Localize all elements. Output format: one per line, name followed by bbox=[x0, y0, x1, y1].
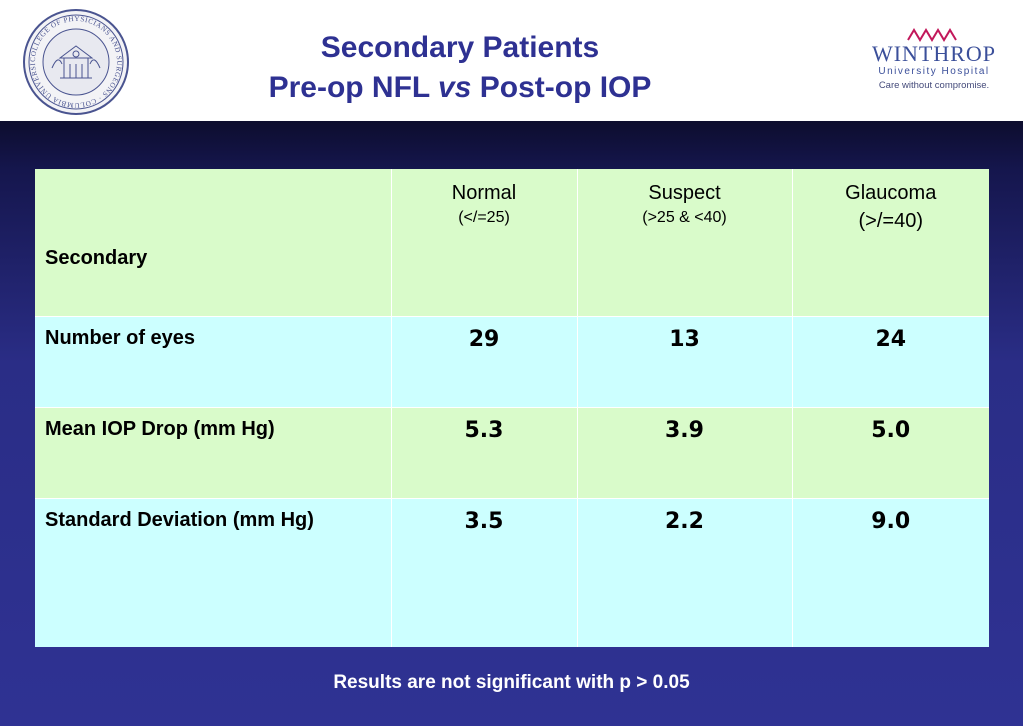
row-label: Standard Deviation (mm Hg) bbox=[45, 509, 314, 531]
value: 2.2 bbox=[665, 509, 704, 534]
row-label-cell: Mean IOP Drop (mm Hg) bbox=[35, 407, 392, 499]
title-vs: vs bbox=[438, 71, 472, 104]
row-label-cell: Number of eyes bbox=[35, 316, 392, 408]
column-header: Glaucoma (>/=40) bbox=[792, 169, 989, 317]
value-cell: 3.5 bbox=[391, 498, 578, 647]
column-name: Normal bbox=[451, 182, 517, 204]
value: 3.5 bbox=[464, 509, 504, 534]
slide-header: COLLEGE OF PHYSICIANS AND SURGEONS · COL… bbox=[0, 0, 1023, 121]
value-cell: 9.0 bbox=[792, 498, 989, 647]
corner-label: Secondary bbox=[45, 247, 148, 269]
logo-subtitle: University Hospital bbox=[878, 66, 990, 77]
value-cell: 5.0 bbox=[792, 407, 989, 499]
corner-cell: Secondary bbox=[35, 169, 392, 317]
table-row: Mean IOP Drop (mm Hg) 5.3 3.9 5.0 bbox=[35, 407, 989, 499]
row-label: Mean IOP Drop (mm Hg) bbox=[45, 418, 275, 440]
winthrop-logo: WINTHROP University Hospital Care withou… bbox=[868, 28, 1000, 94]
title-part-a: Pre-op NFL bbox=[268, 71, 439, 104]
logo-mark-icon bbox=[907, 28, 957, 42]
title-part-b: Post-op IOP bbox=[471, 71, 652, 104]
logo-name: WINTHROP bbox=[871, 41, 997, 66]
column-name: Suspect bbox=[648, 182, 721, 204]
title-line-1: Secondary Patients bbox=[320, 31, 600, 64]
results-table: Secondary Normal (</=25) Suspect (>25 & … bbox=[35, 169, 989, 647]
value: 13 bbox=[669, 327, 700, 352]
value-cell: 13 bbox=[577, 316, 793, 408]
logo-tagline: Care without compromise. bbox=[878, 80, 990, 91]
column-header: Suspect (>25 & <40) bbox=[577, 169, 793, 317]
value-cell: 24 bbox=[792, 316, 989, 408]
table-row: Number of eyes 29 13 24 bbox=[35, 316, 989, 408]
value-cell: 29 bbox=[391, 316, 578, 408]
value: 9.0 bbox=[871, 509, 911, 534]
value: 3.9 bbox=[665, 418, 704, 443]
column-name: Glaucoma bbox=[845, 182, 937, 204]
column-range: (</=25) bbox=[458, 209, 510, 226]
significance-note: Results are not significant with p > 0.0… bbox=[333, 672, 690, 693]
table-row: Standard Deviation (mm Hg) 3.5 2.2 9.0 bbox=[35, 498, 989, 647]
value-cell: 2.2 bbox=[577, 498, 793, 647]
slide-body: Secondary Normal (</=25) Suspect (>25 & … bbox=[0, 121, 1023, 726]
value-cell: 5.3 bbox=[391, 407, 578, 499]
row-label: Number of eyes bbox=[45, 327, 196, 349]
value: 5.0 bbox=[871, 418, 911, 443]
value-cell: 3.9 bbox=[577, 407, 793, 499]
title-line-2: Pre-op NFL vs Post-op IOP bbox=[170, 68, 750, 108]
table-header-row: Secondary Normal (</=25) Suspect (>25 & … bbox=[35, 169, 989, 317]
university-seal-icon: COLLEGE OF PHYSICIANS AND SURGEONS · COL… bbox=[22, 8, 129, 115]
column-header: Normal (</=25) bbox=[391, 169, 578, 317]
column-range: (>/=40) bbox=[858, 210, 923, 232]
page-title: Secondary Patients Pre-op NFL vs Post-op… bbox=[170, 28, 750, 108]
value: 5.3 bbox=[464, 418, 504, 443]
value: 24 bbox=[875, 327, 907, 352]
column-range: (>25 & <40) bbox=[642, 209, 727, 226]
row-label-cell: Standard Deviation (mm Hg) bbox=[35, 498, 392, 647]
value: 29 bbox=[468, 327, 500, 352]
